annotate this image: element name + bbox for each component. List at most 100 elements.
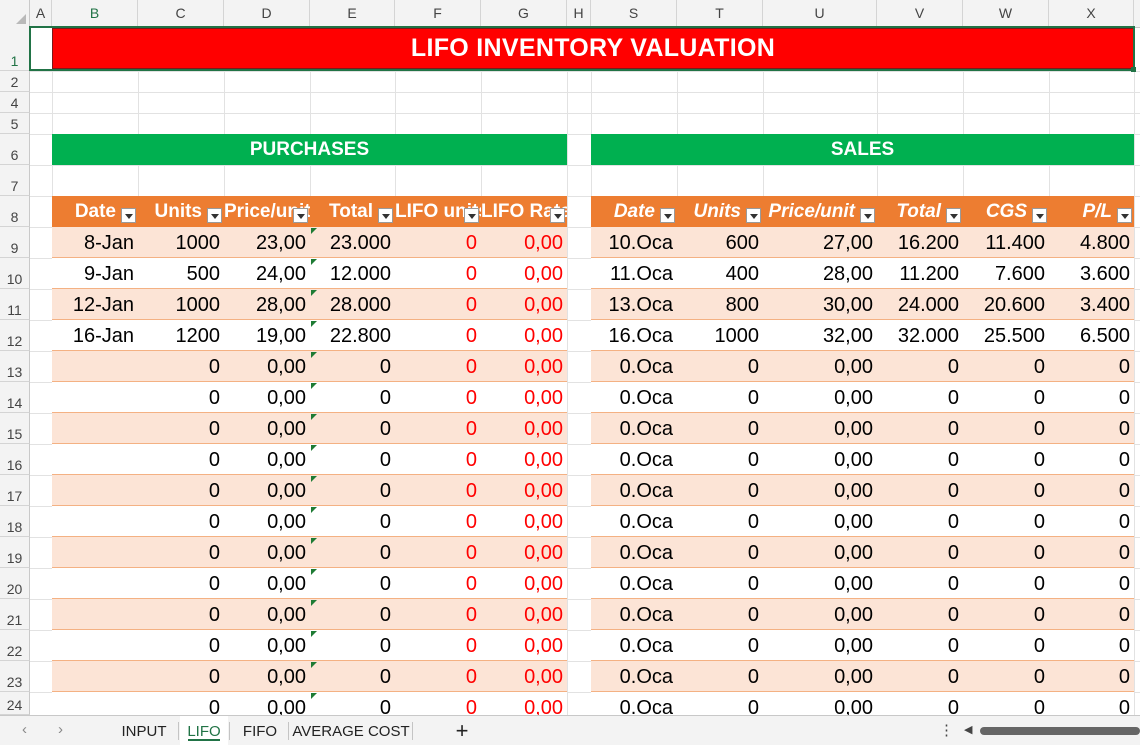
sales-cell[interactable]: 0 — [1118, 604, 1130, 626]
column-header-d[interactable]: D — [224, 0, 310, 27]
purchases-cell[interactable]: 0 — [208, 449, 220, 471]
column-header-u[interactable]: U — [763, 0, 877, 27]
purchases-cell[interactable]: 0,00 — [524, 666, 563, 688]
sales-cell[interactable]: 0 — [947, 697, 959, 715]
row-header-17[interactable]: 17 — [0, 475, 30, 506]
purchases-cell[interactable]: 0 — [208, 387, 220, 409]
purchases-cell[interactable] — [52, 630, 138, 660]
purchases-cell[interactable]: 0 — [465, 418, 477, 440]
purchases-cell[interactable]: 0 — [465, 232, 477, 254]
tab-next-icon[interactable]: › — [58, 721, 63, 738]
sales-cell[interactable]: 0,00 — [834, 449, 873, 471]
row-header-16[interactable]: 16 — [0, 444, 30, 475]
purchases-cell[interactable] — [52, 568, 138, 598]
purchases-cell[interactable]: 0 — [379, 697, 391, 715]
filter-dropdown-icon[interactable] — [1032, 208, 1047, 223]
purchases-cell[interactable]: 19,00 — [255, 325, 306, 347]
purchases-cell[interactable]: 0,00 — [267, 666, 306, 688]
sales-cell[interactable]: 0 — [1118, 449, 1130, 471]
column-header-a[interactable]: A — [30, 0, 52, 27]
error-indicator-icon[interactable] — [311, 600, 317, 606]
row-header-11[interactable]: 11 — [0, 289, 30, 320]
purchases-cell[interactable]: 28,00 — [255, 294, 306, 316]
sales-cell[interactable]: 3.600 — [1079, 263, 1130, 285]
sales-cell[interactable]: 0.Oca — [619, 697, 673, 715]
sales-cell[interactable]: 0,00 — [834, 542, 873, 564]
sales-cell[interactable]: 24.000 — [897, 294, 959, 316]
sales-cell[interactable]: 0.Oca — [619, 480, 673, 502]
row-header-22[interactable]: 22 — [0, 630, 30, 661]
purchases-cell[interactable] — [52, 382, 138, 412]
error-indicator-icon[interactable] — [311, 228, 317, 234]
purchases-cell[interactable]: 0 — [379, 573, 391, 595]
row-header-4[interactable]: 4 — [0, 92, 30, 113]
filter-dropdown-icon[interactable] — [378, 208, 393, 223]
sales-cell[interactable]: 0 — [747, 573, 759, 595]
purchases-cell[interactable]: 0 — [208, 573, 220, 595]
sales-cell[interactable]: 11.400 — [985, 232, 1045, 254]
error-indicator-icon[interactable] — [311, 538, 317, 544]
add-sheet-icon[interactable]: + — [455, 718, 469, 743]
sales-cell[interactable]: 0 — [947, 542, 959, 564]
row-header-7[interactable]: 7 — [0, 165, 30, 196]
purchases-header-2[interactable]: Price/unit — [224, 201, 310, 222]
sales-cell[interactable]: 0 — [1118, 480, 1130, 502]
sales-cell[interactable]: 600 — [725, 232, 759, 254]
sales-cell[interactable]: 0 — [747, 666, 759, 688]
purchases-cell[interactable] — [52, 599, 138, 629]
purchases-header-4[interactable]: LIFO units — [395, 201, 481, 222]
purchases-header-3[interactable]: Total — [329, 201, 373, 222]
purchases-cell[interactable]: 0,00 — [524, 635, 563, 657]
purchases-cell[interactable]: 0 — [208, 418, 220, 440]
sales-cell[interactable]: 0 — [947, 666, 959, 688]
sales-cell[interactable]: 0.Oca — [619, 542, 673, 564]
row-header-24[interactable]: 24 — [0, 692, 30, 715]
purchases-cell[interactable]: 9-Jan — [83, 263, 134, 285]
purchases-cell[interactable]: 0 — [208, 356, 220, 378]
row-header-20[interactable]: 20 — [0, 568, 30, 599]
sales-cell[interactable]: 0 — [947, 635, 959, 657]
sales-cell[interactable]: 0,00 — [834, 480, 873, 502]
purchases-cell[interactable] — [52, 475, 138, 505]
purchases-cell[interactable]: 0 — [379, 387, 391, 409]
row-header-10[interactable]: 10 — [0, 258, 30, 289]
purchases-cell[interactable]: 0 — [465, 604, 477, 626]
purchases-cell[interactable]: 0 — [379, 542, 391, 564]
error-indicator-icon[interactable] — [311, 569, 317, 575]
purchases-cell[interactable]: 0 — [465, 294, 477, 316]
sales-header-1[interactable]: Units — [693, 201, 742, 222]
sales-cell[interactable]: 13.Oca — [608, 294, 673, 316]
purchases-cell[interactable]: 0 — [208, 604, 220, 626]
sales-cell[interactable]: 0 — [1033, 356, 1045, 378]
column-header-e[interactable]: E — [310, 0, 395, 27]
sales-cell[interactable]: 0.Oca — [619, 604, 673, 626]
sales-header-2[interactable]: Price/unit — [768, 201, 855, 222]
sales-cell[interactable]: 0 — [747, 635, 759, 657]
sales-cell[interactable]: 0 — [747, 387, 759, 409]
sales-cell[interactable]: 0 — [947, 449, 959, 471]
purchases-cell[interactable]: 0 — [379, 666, 391, 688]
error-indicator-icon[interactable] — [311, 693, 317, 699]
sales-cell[interactable]: 0 — [1033, 604, 1045, 626]
sales-cell[interactable]: 0 — [747, 449, 759, 471]
purchases-cell[interactable]: 0,00 — [524, 294, 563, 316]
sales-cell[interactable]: 0.Oca — [619, 635, 673, 657]
sales-cell[interactable]: 0 — [1033, 635, 1045, 657]
sales-cell[interactable]: 0 — [1033, 387, 1045, 409]
sales-cell[interactable]: 0 — [1033, 418, 1045, 440]
sales-cell[interactable]: 0 — [747, 604, 759, 626]
purchases-cell[interactable] — [52, 351, 138, 381]
purchases-cell[interactable]: 0 — [465, 263, 477, 285]
column-header-f[interactable]: F — [395, 0, 481, 27]
purchases-cell[interactable]: 12.000 — [329, 263, 391, 285]
row-header-9[interactable]: 9 — [0, 227, 30, 258]
purchases-cell[interactable]: 0,00 — [524, 263, 563, 285]
purchases-cell[interactable]: 0 — [465, 666, 477, 688]
sales-cell[interactable]: 0 — [1118, 573, 1130, 595]
purchases-cell[interactable]: 0 — [465, 449, 477, 471]
purchases-cell[interactable]: 0 — [465, 635, 477, 657]
purchases-cell[interactable]: 12-Jan — [72, 294, 134, 316]
row-header-13[interactable]: 13 — [0, 351, 30, 382]
purchases-cell[interactable]: 0,00 — [524, 356, 563, 378]
purchases-cell[interactable]: 0 — [465, 480, 477, 502]
